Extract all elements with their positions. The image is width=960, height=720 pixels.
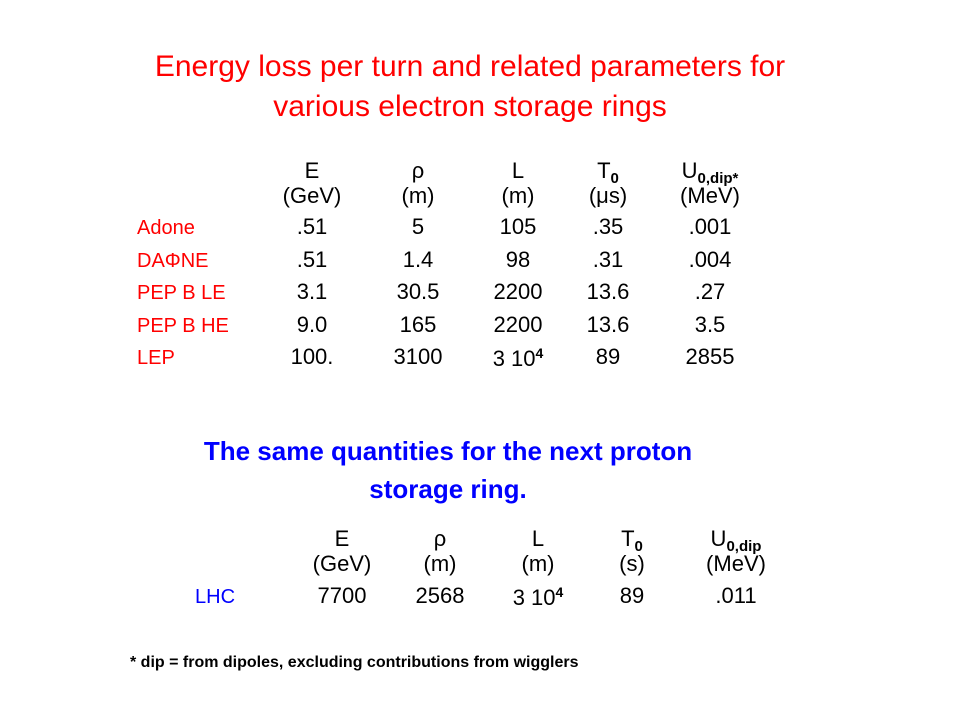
cell-value-superscript: 4 — [535, 345, 544, 361]
column-symbol: E — [335, 528, 350, 550]
cell-value: 165 — [399, 311, 437, 337]
column-unit: (MeV) — [706, 551, 766, 576]
cell-value-main: 3 10 — [492, 346, 536, 371]
cell-value: 3.5 — [694, 311, 726, 337]
cell-value: .35 — [592, 214, 624, 239]
title-line: various electron storage rings — [273, 90, 667, 123]
cell-value: .011 — [715, 583, 757, 608]
column-symbol-main: ρ — [433, 526, 447, 551]
cell-value: 2200 — [493, 279, 543, 304]
subtitle-line: storage ring. — [369, 474, 527, 504]
cell-value: 5 — [411, 214, 425, 239]
column-symbol-subscript: 0 — [634, 538, 643, 555]
cell-value: 100. — [290, 344, 334, 369]
column-symbol-main: E — [304, 158, 320, 183]
row-label: PEP B LE — [137, 282, 226, 304]
title-line: Energy loss per turn and related paramet… — [154, 50, 786, 83]
column-symbol-subscript: 0,dip* — [697, 170, 739, 187]
cell-value-main: 3 10 — [512, 585, 556, 610]
column-unit: (MeV) — [680, 183, 740, 208]
row-label: Adone — [137, 217, 195, 239]
column-symbol-main: L — [531, 526, 545, 551]
cell-value: .31 — [592, 246, 624, 272]
cell-value: 3 104 — [493, 346, 544, 370]
column-unit: (GeV) — [282, 183, 342, 208]
column-symbol: L — [532, 528, 544, 550]
column-symbol-subscript: 0,dip — [726, 538, 762, 555]
column-symbol: ρ — [412, 160, 425, 182]
cell-value: 98 — [505, 246, 531, 272]
row-label: LHC — [195, 586, 236, 608]
cell-value: 30.5 — [396, 279, 440, 304]
column-symbol-main: T — [621, 526, 635, 551]
column-symbol-main: E — [334, 526, 350, 551]
column-symbol: ρ — [434, 528, 447, 550]
column-symbol: U0,dip — [710, 526, 762, 555]
row-label: DAΦNE — [137, 249, 209, 272]
column-symbol-main: L — [511, 158, 525, 183]
column-symbol: E — [305, 160, 320, 182]
column-unit: (m) — [501, 183, 535, 208]
column-unit: (GeV) — [312, 551, 372, 576]
column-symbol-main: T — [597, 158, 611, 183]
cell-value: 3.1 — [296, 279, 328, 304]
column-symbol: L — [512, 160, 524, 182]
cell-value: .51 — [296, 246, 328, 272]
cell-value: 2200 — [493, 311, 543, 337]
cell-value: 9.0 — [296, 311, 328, 337]
cell-value: .51 — [296, 214, 328, 239]
cell-value: 89 — [619, 583, 645, 608]
footnote: * dip = from dipoles, excluding contribu… — [130, 654, 579, 671]
cell-value: 3100 — [393, 344, 443, 369]
cell-value: 13.6 — [586, 279, 630, 304]
column-symbol-subscript: 0 — [610, 170, 619, 187]
cell-value: 7700 — [317, 583, 367, 608]
column-unit: (s) — [619, 551, 645, 576]
column-unit: (m) — [423, 551, 457, 576]
column-symbol: T0 — [597, 158, 619, 187]
column-unit: (m) — [401, 183, 435, 208]
cell-value: .27 — [694, 279, 726, 304]
cell-value: 3 104 — [513, 585, 564, 609]
cell-value: .001 — [688, 214, 732, 239]
row-label: PEP B HE — [137, 314, 229, 337]
cell-value: 89 — [595, 344, 621, 369]
column-unit: (m) — [521, 551, 555, 576]
row-label: LEP — [137, 347, 175, 369]
column-symbol-main: U — [681, 158, 698, 183]
column-symbol-main: ρ — [411, 158, 425, 183]
cell-value: .004 — [688, 246, 732, 272]
cell-value-superscript: 4 — [555, 584, 564, 600]
subtitle-line: The same quantities for the next proton — [203, 436, 693, 466]
column-symbol-main: U — [710, 526, 727, 551]
cell-value: 1.4 — [402, 246, 434, 272]
cell-value: 2568 — [415, 583, 465, 608]
cell-value: 2855 — [685, 344, 735, 369]
column-symbol: T0 — [621, 526, 643, 555]
cell-value: 105 — [499, 214, 537, 239]
cell-value: 13.6 — [586, 311, 630, 337]
column-symbol: U0,dip* — [681, 158, 739, 187]
column-unit: (μs) — [588, 183, 628, 208]
